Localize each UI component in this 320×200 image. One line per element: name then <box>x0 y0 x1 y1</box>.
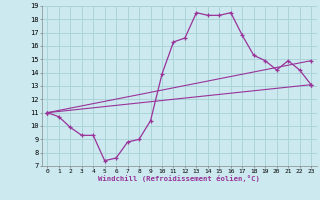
X-axis label: Windchill (Refroidissement éolien,°C): Windchill (Refroidissement éolien,°C) <box>98 175 260 182</box>
